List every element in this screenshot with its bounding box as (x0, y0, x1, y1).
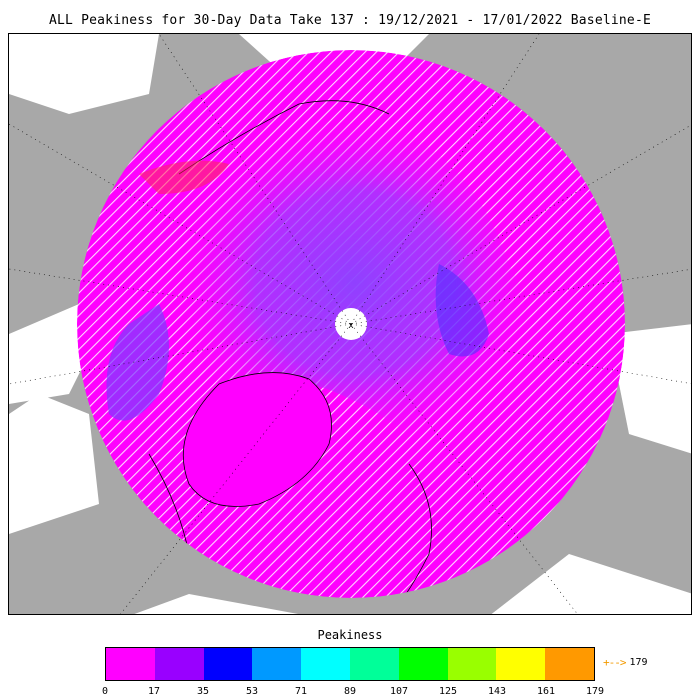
graticule (9, 34, 691, 614)
overflow-arrow-icon: +--> (603, 655, 626, 669)
colorbar-title: Peakiness (317, 628, 383, 642)
map-canvas: x (9, 34, 691, 614)
colorbar-tick-label: 0 (101, 686, 109, 697)
colorbar-segment (349, 648, 399, 680)
colorbar-segment (545, 648, 594, 680)
colorbar-segment (398, 648, 448, 680)
colorbar-segment (154, 648, 204, 680)
colorbar-tick-label: 35 (196, 686, 210, 697)
polar-map: x (8, 33, 692, 615)
colorbar-overflow: +--> 179 (603, 655, 648, 669)
colorbar-tick-label: 161 (536, 686, 556, 697)
colorbar-segment (252, 648, 302, 680)
overflow-label: 179 (629, 656, 648, 668)
plot-title: ALL Peakiness for 30-Day Data Take 137 :… (49, 13, 651, 28)
colorbar-ticks: 0 17 35 53 71 89 107 125 143 161 179 (0, 686, 700, 700)
colorbar-segment (301, 648, 350, 680)
colorbar-tick-label: 89 (343, 686, 357, 697)
colorbar-tick-label: 17 (147, 686, 161, 697)
colorbar-tick-label: 125 (438, 686, 458, 697)
colorbar-segment (203, 648, 253, 680)
colorbar-tick-label: 53 (245, 686, 259, 697)
colorbar (105, 647, 595, 681)
colorbar-segment (106, 648, 155, 680)
colorbar-tick-label: 107 (389, 686, 409, 697)
colorbar-segment (496, 648, 546, 680)
colorbar-tick-label: 71 (294, 686, 308, 697)
colorbar-tick-label: 143 (487, 686, 507, 697)
colorbar-tick-label: 179 (585, 686, 605, 697)
pole-marker: x (348, 321, 354, 331)
colorbar-segment (447, 648, 497, 680)
